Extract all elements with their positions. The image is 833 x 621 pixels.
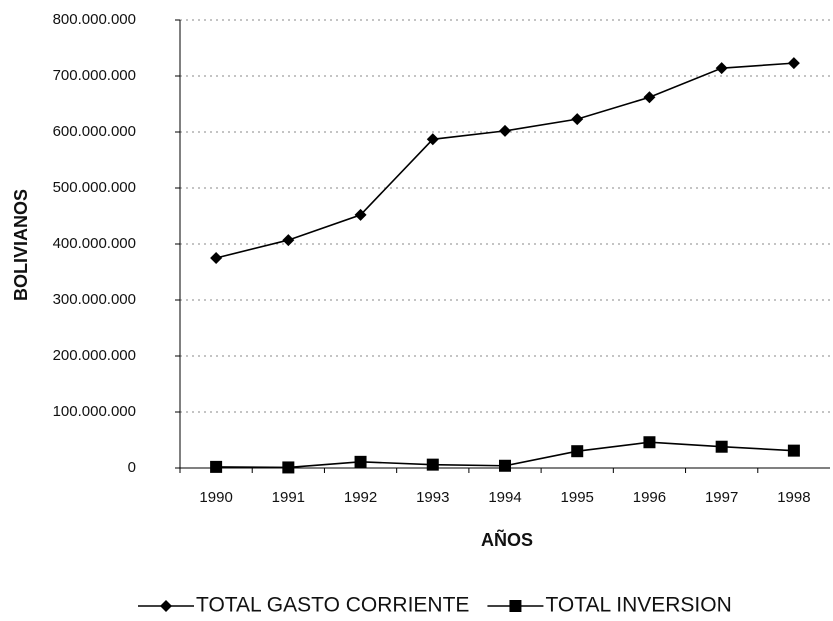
y-tick-label: 500.000.000 <box>53 179 136 196</box>
marker <box>210 252 223 264</box>
y-tick-label: 700.000.000 <box>53 67 136 84</box>
legend-label: TOTAL GASTO CORRIENTE <box>196 594 469 617</box>
y-tick-label: 300.000.000 <box>53 291 136 308</box>
legend-label: TOTAL INVERSION <box>545 594 731 617</box>
marker <box>787 57 800 70</box>
marker <box>354 208 367 221</box>
marker <box>509 600 522 612</box>
marker <box>210 460 223 473</box>
marker <box>354 455 367 468</box>
marker <box>787 444 800 457</box>
y-tick-label: 600.000.000 <box>53 123 136 140</box>
marker <box>715 62 728 75</box>
y-tick-label: 0 <box>128 459 136 476</box>
marker <box>282 234 295 247</box>
marker <box>282 461 295 474</box>
x-tick-label: 1996 <box>633 489 666 506</box>
marker <box>160 600 172 612</box>
y-axis-label: BOLIVIANOS <box>11 189 31 301</box>
y-tick-label: 400.000.000 <box>53 235 136 252</box>
marker <box>571 445 584 458</box>
x-tick-label: 1998 <box>777 489 810 506</box>
marker <box>715 440 728 453</box>
marker <box>426 458 439 471</box>
x-tick-label: 1991 <box>272 489 305 506</box>
marker <box>643 436 656 449</box>
marker <box>426 133 439 146</box>
marker <box>571 113 584 126</box>
y-tick-label: 200.000.000 <box>53 347 136 364</box>
x-tick-label: 1992 <box>344 489 377 506</box>
series-line <box>215 62 794 259</box>
x-tick-label: 1990 <box>199 489 232 506</box>
y-tick-label: 800.000.000 <box>53 11 136 28</box>
y-tick-label: 100.000.000 <box>53 403 136 420</box>
x-tick-label: 1994 <box>488 489 521 506</box>
marker <box>499 124 511 137</box>
x-axis-label: AÑOS <box>481 529 533 550</box>
marker <box>499 459 511 472</box>
x-tick-label: 1997 <box>705 489 738 506</box>
x-tick-label: 1995 <box>561 489 594 506</box>
marker <box>643 91 656 104</box>
x-tick-label: 1993 <box>416 489 449 506</box>
